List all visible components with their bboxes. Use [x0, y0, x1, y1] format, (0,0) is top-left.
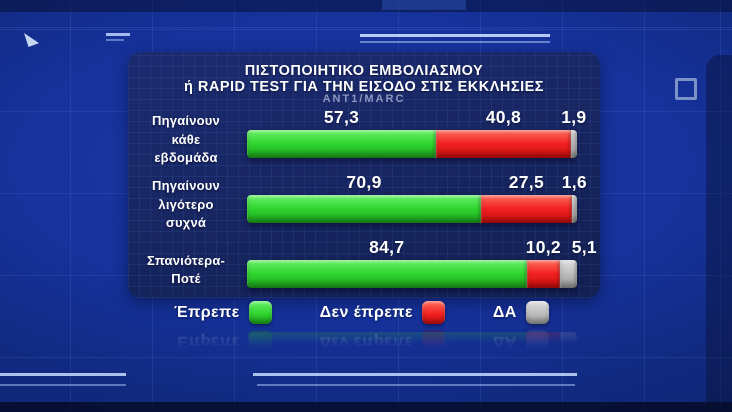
legend-swatch-no-answer [525, 330, 549, 353]
category-label-line: εβδομάδα [154, 150, 218, 166]
bar-segment-should-not [526, 260, 561, 288]
category-label-line: Πηγαίνουν [152, 113, 220, 129]
value-label-should-not: 10,2 [525, 237, 561, 257]
legend-swatch-should-not [421, 330, 445, 353]
legend-swatch-should [248, 301, 272, 324]
value-label-no-answer: 1,9 [561, 107, 587, 127]
chart-panel: ΠΙΣΤΟΠΟΙΗΤΙΚΟ ΕΜΒΟΛΙΑΣΜΟΥ ή RAPID TEST Γ… [128, 52, 600, 298]
legend-label: Έπρεπε [174, 303, 240, 321]
bar-segment-should-not [436, 130, 571, 158]
decor-line [253, 373, 577, 376]
value-labels: 57,3 40,8 1,9 [247, 107, 586, 129]
bar-segment-no-answer [571, 195, 577, 223]
decor-line [106, 33, 130, 36]
legend-swatch-should [248, 330, 272, 353]
value-label-should: 57,3 [323, 107, 360, 127]
decor-line [360, 34, 550, 37]
legend-item-no-answer: ΔΑ [493, 330, 549, 353]
bar-segment-no-answer [560, 260, 577, 288]
category-label-line: κάθε [171, 131, 201, 147]
legend-label: ΔΑ [492, 333, 517, 351]
bar-segment-should [247, 195, 481, 223]
category-label-line: Σπανιότερα- [146, 252, 226, 268]
square-outline-icon [675, 78, 697, 100]
triangle-marker-icon [24, 33, 39, 47]
legend-label: ΔΑ [492, 303, 517, 321]
chart-legend: Έπρεπε Δεν έπρεπε ΔΑ [174, 301, 549, 324]
category-label: Πηγαίνουν κάθε εβδομάδα [132, 113, 240, 166]
bar-reflection [247, 332, 577, 344]
legend-swatch-should-not [421, 301, 445, 324]
chart-rows: Πηγαίνουν κάθε εβδομάδα 57,3 40,8 1,9 Πηγαίνου… [132, 106, 597, 301]
category-label-line: λιγότερο [158, 196, 214, 212]
legend-item-should: Έπρεπε [174, 301, 272, 324]
legend-label: Δεν έπρεπε [319, 303, 413, 321]
chart-title-line1: ΠΙΣΤΟΠΟΙΗΤΙΚΟ ΕΜΒΟΛΙΑΣΜΟΥ [244, 63, 484, 79]
value-label-should: 70,9 [346, 172, 382, 192]
legend-item-should-not: Δεν έπρεπε [320, 301, 445, 324]
decor-line [106, 39, 124, 41]
legend-item-no-answer: ΔΑ [493, 301, 549, 324]
bottom-dark-band [0, 402, 732, 412]
value-labels: 70,9 27,5 1,6 [247, 172, 586, 194]
value-label-no-answer: 1,6 [561, 172, 587, 192]
decor-line [360, 41, 550, 43]
bar-segment-should [247, 260, 527, 288]
chart-row: Πηγαίνουν κάθε εβδομάδα 57,3 40,8 1,9 [132, 106, 590, 171]
legend-label: Δεν έπρεπε [319, 333, 413, 351]
top-dark-band [0, 0, 732, 12]
value-label-no-answer: 5,1 [571, 237, 597, 257]
poll-source: ANT1/MARC [322, 93, 406, 105]
value-label-should: 84,7 [369, 237, 405, 257]
legend-reflection: Έπρεπε Δεν έπρεπε ΔΑ [174, 330, 549, 353]
chart-row: Πηγαίνουν λιγότερο συχνά 70,9 27,5 1,6 [132, 171, 590, 236]
category-label: Σπανιότερα- Ποτέ [132, 244, 240, 296]
chart-title: ΠΙΣΤΟΠΟΙΗΤΙΚΟ ΕΜΒΟΛΙΑΣΜΟΥ ή RAPID TEST Γ… [128, 63, 600, 95]
decor-patch [382, 0, 466, 10]
legend-swatch-no-answer [525, 301, 549, 324]
bar-segment-should-not [480, 195, 572, 223]
category-label-line: συχνά [165, 215, 207, 231]
chart-row: Σπανιότερα- Ποτέ 84,7 10,2 5,1 [132, 236, 597, 301]
legend-item-should: Έπρεπε [174, 330, 272, 353]
category-label-line: Πηγαίνουν [152, 178, 220, 194]
legend-label: Έπρεπε [174, 333, 240, 351]
decor-line [0, 384, 126, 386]
stacked-bar [247, 195, 577, 223]
value-labels: 84,7 10,2 5,1 [247, 237, 597, 259]
category-label: Πηγαίνουν λιγότερο συχνά [132, 178, 240, 231]
stacked-bar [247, 130, 577, 158]
right-dark-band [706, 55, 732, 412]
bar-segment-no-answer [570, 130, 577, 158]
category-label-line: Ποτέ [171, 271, 201, 286]
bar-segment-should [247, 130, 437, 158]
decor-line [257, 384, 575, 386]
stacked-bar [247, 260, 577, 288]
chart-title-line2: ή RAPID TEST ΓΙΑ ΤΗΝ ΕΙΣΟΔΟ ΣΤΙΣ ΕΚΚΛΗΣΙ… [184, 79, 544, 95]
legend-item-should-not: Δεν έπρεπε [320, 330, 445, 353]
value-label-should-not: 27,5 [508, 172, 544, 192]
value-label-should-not: 40,8 [485, 107, 522, 127]
decor-line [0, 373, 126, 376]
